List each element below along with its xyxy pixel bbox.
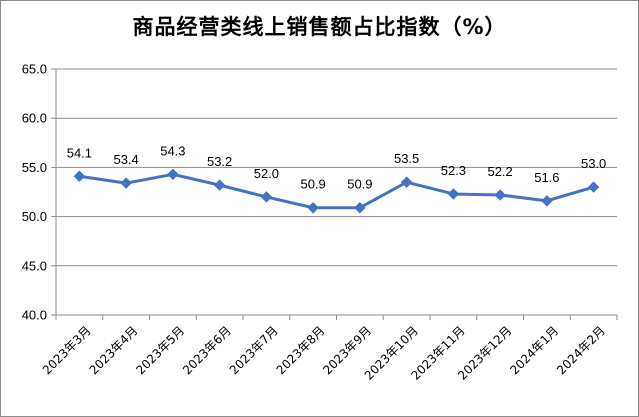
x-tick-label: 2023年8月 <box>274 323 328 377</box>
data-point-marker <box>587 181 600 193</box>
data-point-marker <box>541 195 553 207</box>
series-line <box>79 172 595 210</box>
data-point-marker <box>307 202 319 214</box>
data-point-marker <box>213 179 226 191</box>
x-tick-label: 2024年2月 <box>554 323 608 377</box>
y-tick-label: 45.0 <box>22 258 47 273</box>
data-label: 50.9 <box>347 177 372 192</box>
series-markers <box>73 168 600 214</box>
x-tick-label: 2023年7月 <box>227 323 281 377</box>
data-point-marker <box>400 176 413 188</box>
x-axis-tick-labels: 2023年3月2023年4月2023年5月2023年6月2023年7月2023年… <box>40 323 608 382</box>
y-tick-label: 55.0 <box>22 160 47 175</box>
data-label: 53.4 <box>113 152 138 167</box>
y-tick-label: 40.0 <box>22 308 47 323</box>
x-tick-label: 2023年5月 <box>133 323 187 377</box>
data-label: 52.2 <box>487 164 512 179</box>
data-point-marker <box>447 188 460 200</box>
x-tick-label: 2023年4月 <box>87 323 141 377</box>
data-label: 50.9 <box>300 177 325 192</box>
data-labels: 54.1 53.4 54.3 53.2 52.0 50.9 50.9 53.5 52.3 52.2… <box>67 143 607 191</box>
y-tick-label: 65.0 <box>22 62 47 77</box>
gridlines <box>56 68 617 316</box>
data-label: 53.0 <box>581 156 606 171</box>
y-axis-tick-labels: 40.0 45.0 50.0 55.0 60.0 65.0 <box>22 62 47 323</box>
data-point-marker <box>354 202 366 214</box>
axes <box>51 68 618 320</box>
data-point-marker <box>260 191 273 203</box>
x-tick-label: 2024年1月 <box>507 323 561 377</box>
x-tick-label: 2023年3月 <box>40 323 94 377</box>
data-label: 54.3 <box>160 143 185 158</box>
series-line-group <box>79 172 595 210</box>
y-tick-label: 50.0 <box>22 209 47 224</box>
data-label: 52.3 <box>441 163 466 178</box>
data-point-marker <box>167 168 179 180</box>
y-tick-label: 60.0 <box>22 111 47 126</box>
data-point-marker <box>120 177 132 189</box>
data-point-marker <box>494 189 506 201</box>
data-label: 51.6 <box>534 170 559 185</box>
data-label: 53.5 <box>394 151 419 166</box>
data-label: 52.0 <box>254 166 279 181</box>
data-point-marker <box>73 170 86 182</box>
x-tick-label: 2023年6月 <box>180 323 234 377</box>
data-label: 54.1 <box>67 145 92 160</box>
data-label: 53.2 <box>207 154 232 169</box>
chart-title: 商品经营类线上销售额占比指数（%） <box>132 15 507 39</box>
